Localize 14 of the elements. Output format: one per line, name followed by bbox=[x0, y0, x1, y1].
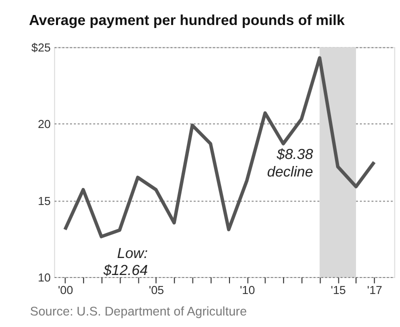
y-tick-label: 15 bbox=[38, 196, 51, 208]
y-tick-label: 10 bbox=[38, 272, 51, 284]
x-tick-label: '05 bbox=[148, 284, 164, 297]
annotation: $8.38 decline bbox=[267, 147, 314, 181]
y-tick-label: $25 bbox=[31, 42, 51, 54]
y-tick-label: 20 bbox=[38, 119, 51, 132]
x-tick-label: '00 bbox=[58, 284, 74, 297]
x-tick-label: '15 bbox=[330, 284, 346, 297]
x-tick-label: '10 bbox=[240, 284, 255, 297]
chart-title: Average payment per hundred pounds of milk bbox=[28, 12, 346, 29]
source-note: Source: U.S. Department of Agriculture bbox=[30, 304, 247, 319]
line-series bbox=[63, 56, 376, 238]
annotation: Low: $12.64 bbox=[102, 246, 148, 280]
x-tick-label: '17 bbox=[367, 284, 382, 297]
